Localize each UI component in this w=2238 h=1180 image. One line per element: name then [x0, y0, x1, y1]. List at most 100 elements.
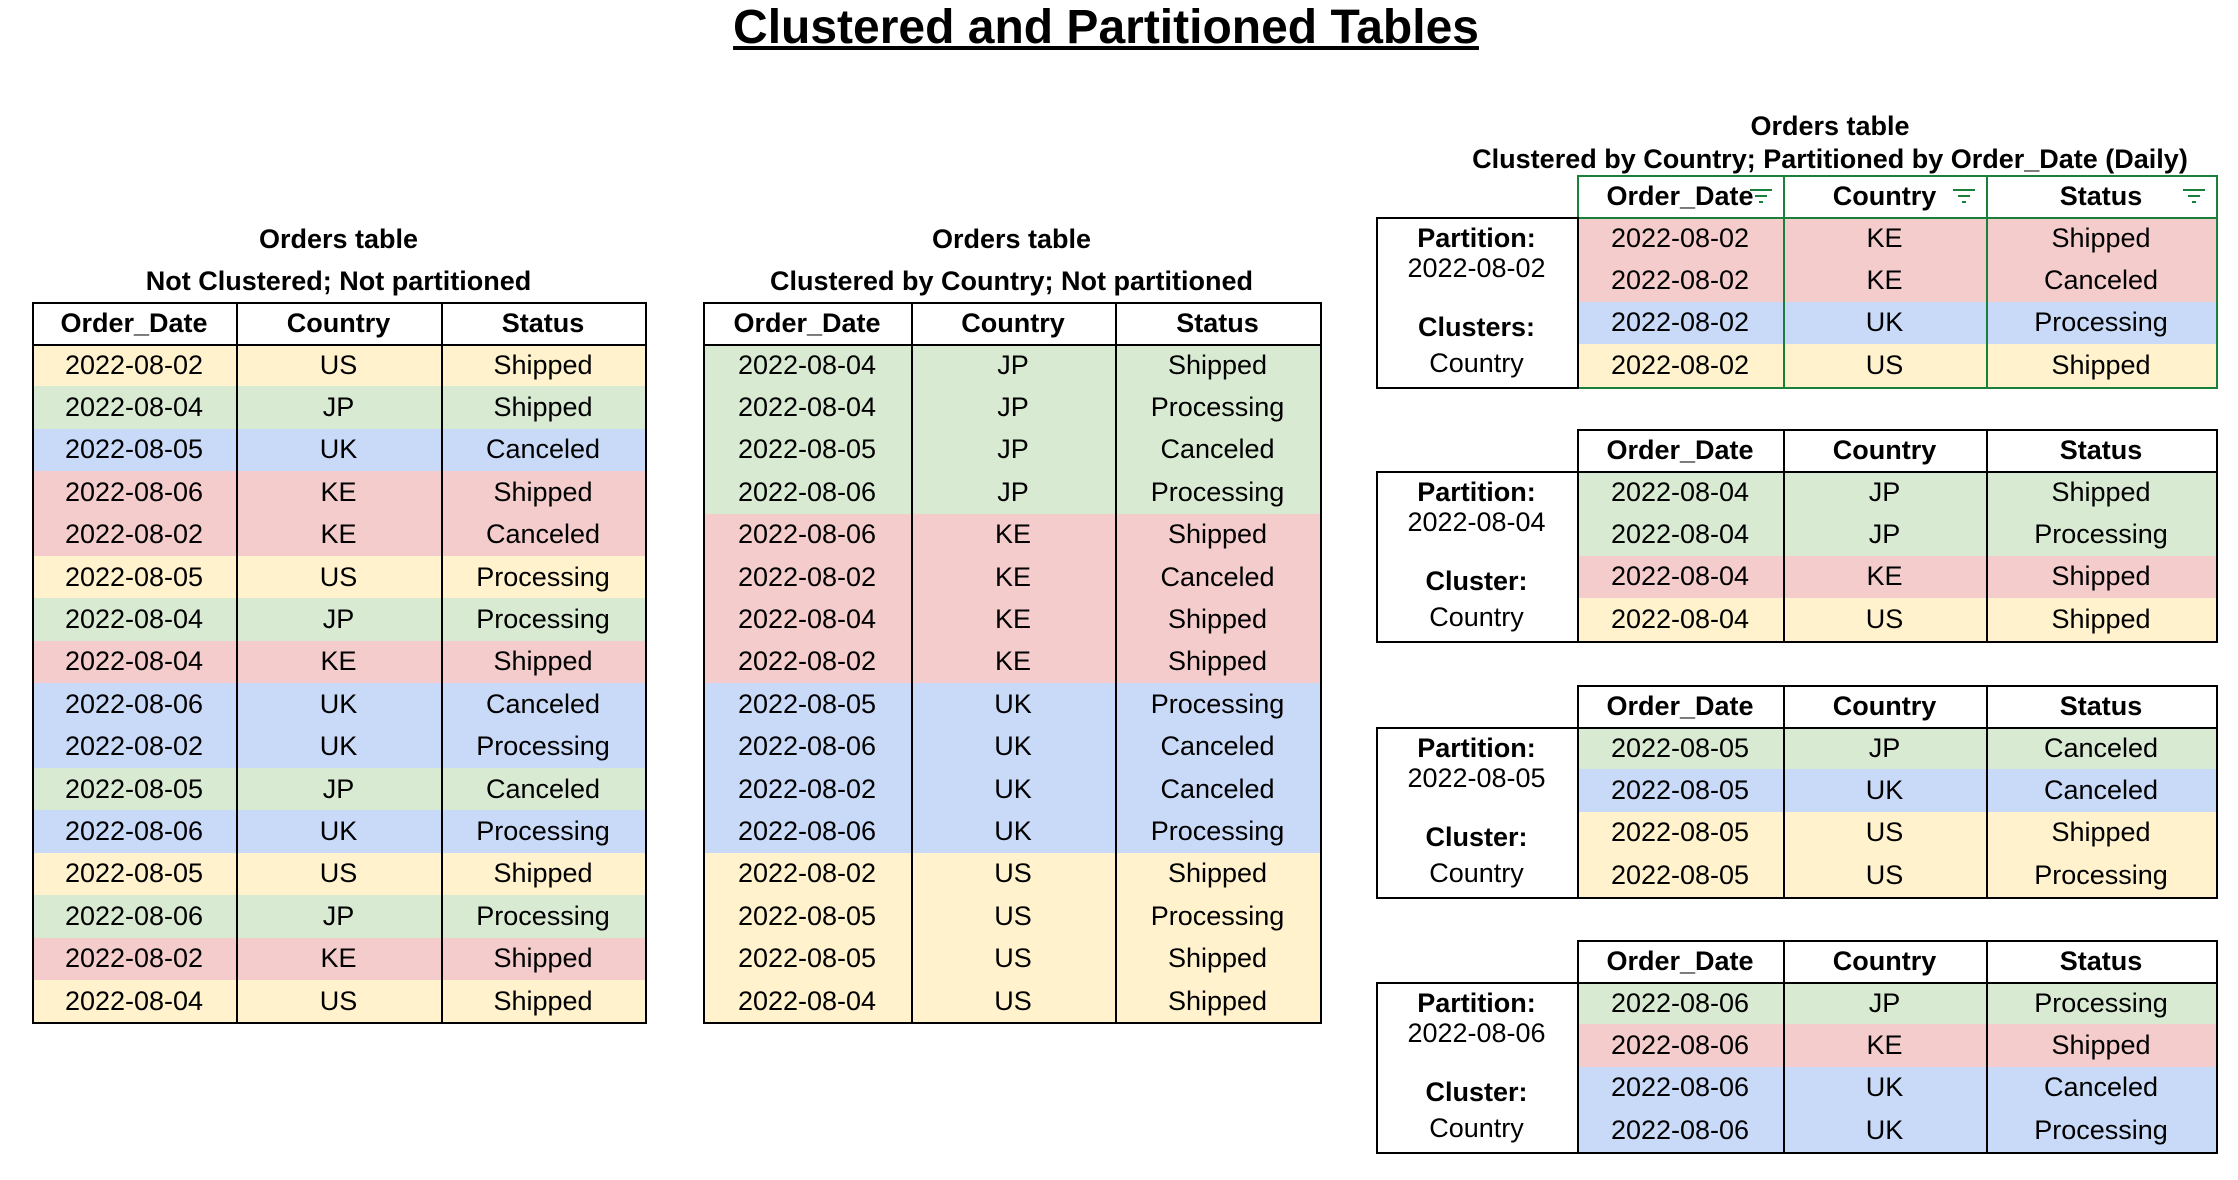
header-cell: Status	[501, 307, 585, 338]
table-cell: 2022-08-04	[703, 980, 911, 1023]
table-frame	[703, 302, 1322, 1025]
table-line	[911, 302, 913, 1023]
partition-label: Partition:	[1417, 222, 1536, 253]
partition-box	[1376, 217, 1579, 389]
table-cell: Shipped	[1115, 513, 1320, 556]
table-cell: 2022-08-02	[32, 513, 236, 556]
header-cell: Order_Date	[1606, 434, 1754, 465]
table-cell: 2022-08-02	[703, 768, 911, 811]
table-cell: UK	[236, 683, 441, 726]
table-cell: KE	[911, 598, 1115, 641]
table-cell: 2022-08-04	[32, 980, 236, 1023]
table-cell: JP	[236, 768, 441, 811]
table-cell: Shipped	[1115, 598, 1320, 641]
table-cell: Shipped	[1115, 640, 1320, 684]
table-cell: 2022-08-04	[1577, 598, 1783, 641]
filter-icon-svg	[1953, 189, 1975, 203]
table-cell: US	[236, 344, 441, 387]
cluster-key: Country	[1429, 347, 1524, 378]
table-cell: UK	[1783, 1109, 1986, 1152]
cluster-label: Clusters:	[1417, 311, 1536, 342]
table-cell: 2022-08-05	[703, 937, 911, 980]
table-cell: Processing	[1986, 854, 2216, 897]
table-cell: Canceled	[441, 428, 645, 472]
table-cell: KE	[1783, 1024, 1986, 1067]
table-cell: KE	[1783, 555, 1986, 599]
table-cell: US	[236, 556, 441, 599]
table-cell: US	[911, 980, 1115, 1023]
table-cell: KE	[236, 937, 441, 980]
table-line	[236, 302, 238, 1023]
table-cell: Processing	[1115, 895, 1320, 938]
table-cell: 2022-08-06	[1577, 1109, 1783, 1152]
table-line	[1577, 471, 2216, 473]
table-cell: Shipped	[1986, 217, 2216, 260]
table-line	[1577, 982, 2216, 984]
table-cell: JP	[911, 428, 1115, 472]
page-title: Clustered and Partitioned Tables	[733, 0, 1479, 54]
table-cell: 2022-08-06	[703, 810, 911, 853]
table-cell: 2022-08-04	[1577, 513, 1783, 556]
table-cell: 2022-08-02	[703, 852, 911, 896]
table-cell: US	[911, 895, 1115, 938]
header-cell: Order_Date	[60, 307, 208, 338]
partition-date: 2022-08-06	[1407, 1018, 1546, 1049]
table-cell: 2022-08-05	[703, 683, 911, 726]
filter-icon-svg	[2183, 189, 2205, 203]
table-cell: Shipped	[441, 980, 645, 1023]
table-cell: 2022-08-04	[703, 386, 911, 429]
table-cell: Processing	[1115, 810, 1320, 853]
table-cell: Canceled	[1986, 769, 2216, 812]
table-cell: Processing	[441, 810, 645, 853]
header-cell: Country	[1832, 945, 1937, 976]
table-cell: JP	[236, 386, 441, 429]
table-line	[1577, 727, 2216, 729]
table-frame	[1577, 429, 2218, 643]
table-cell: UK	[236, 725, 441, 768]
table-cell: 2022-08-05	[32, 768, 236, 811]
header-cell: Country	[1832, 690, 1937, 721]
table-cell: 2022-08-06	[1577, 982, 1783, 1025]
table-cell: JP	[1783, 727, 1986, 770]
table-cell: JP	[911, 344, 1115, 387]
table-cell: JP	[1783, 471, 1986, 514]
table-line	[1986, 175, 1988, 387]
table-cell: 2022-08-02	[1577, 301, 1783, 345]
table-caption: Orders table	[931, 223, 1092, 254]
table-cell: US	[911, 937, 1115, 980]
table-cell: Canceled	[1986, 259, 2216, 302]
table-line	[441, 302, 443, 1023]
table-cell: JP	[236, 895, 441, 938]
table-cell: JP	[911, 471, 1115, 514]
table-cell: Processing	[441, 895, 645, 938]
table-cell: Processing	[1115, 471, 1320, 514]
table-cell: US	[1783, 811, 1986, 855]
table-line	[32, 344, 645, 346]
partition-date: 2022-08-04	[1407, 507, 1546, 538]
table-cell: JP	[236, 598, 441, 641]
table-cell: Shipped	[1986, 1024, 2216, 1067]
table-line	[703, 344, 1320, 346]
filter-icon	[1749, 187, 1773, 205]
table-cell: UK	[911, 725, 1115, 768]
table-cell: Canceled	[1986, 1066, 2216, 1110]
filter-icon	[2182, 187, 2206, 205]
header-cell: Order_Date	[1606, 690, 1754, 721]
table-cell: Shipped	[1986, 598, 2216, 641]
table-cell: Canceled	[1115, 556, 1320, 599]
table-cell: Processing	[1115, 386, 1320, 429]
table-cell: 2022-08-06	[1577, 1066, 1783, 1110]
header-cell: Country	[1832, 434, 1937, 465]
table-cell: Shipped	[1986, 344, 2216, 387]
table-cell: 2022-08-02	[1577, 259, 1783, 302]
table-cell: UK	[911, 810, 1115, 853]
table-cell: Shipped	[1986, 555, 2216, 599]
table-cell: Shipped	[1986, 811, 2216, 855]
table-cell: Shipped	[441, 386, 645, 429]
table-cell: KE	[911, 556, 1115, 599]
table-cell: Shipped	[1115, 344, 1320, 387]
table-line	[1783, 685, 1785, 897]
header-cell: Order_Date	[1606, 945, 1754, 976]
header-cell: Status	[1176, 307, 1259, 338]
header-cell: Country	[1832, 180, 1937, 211]
